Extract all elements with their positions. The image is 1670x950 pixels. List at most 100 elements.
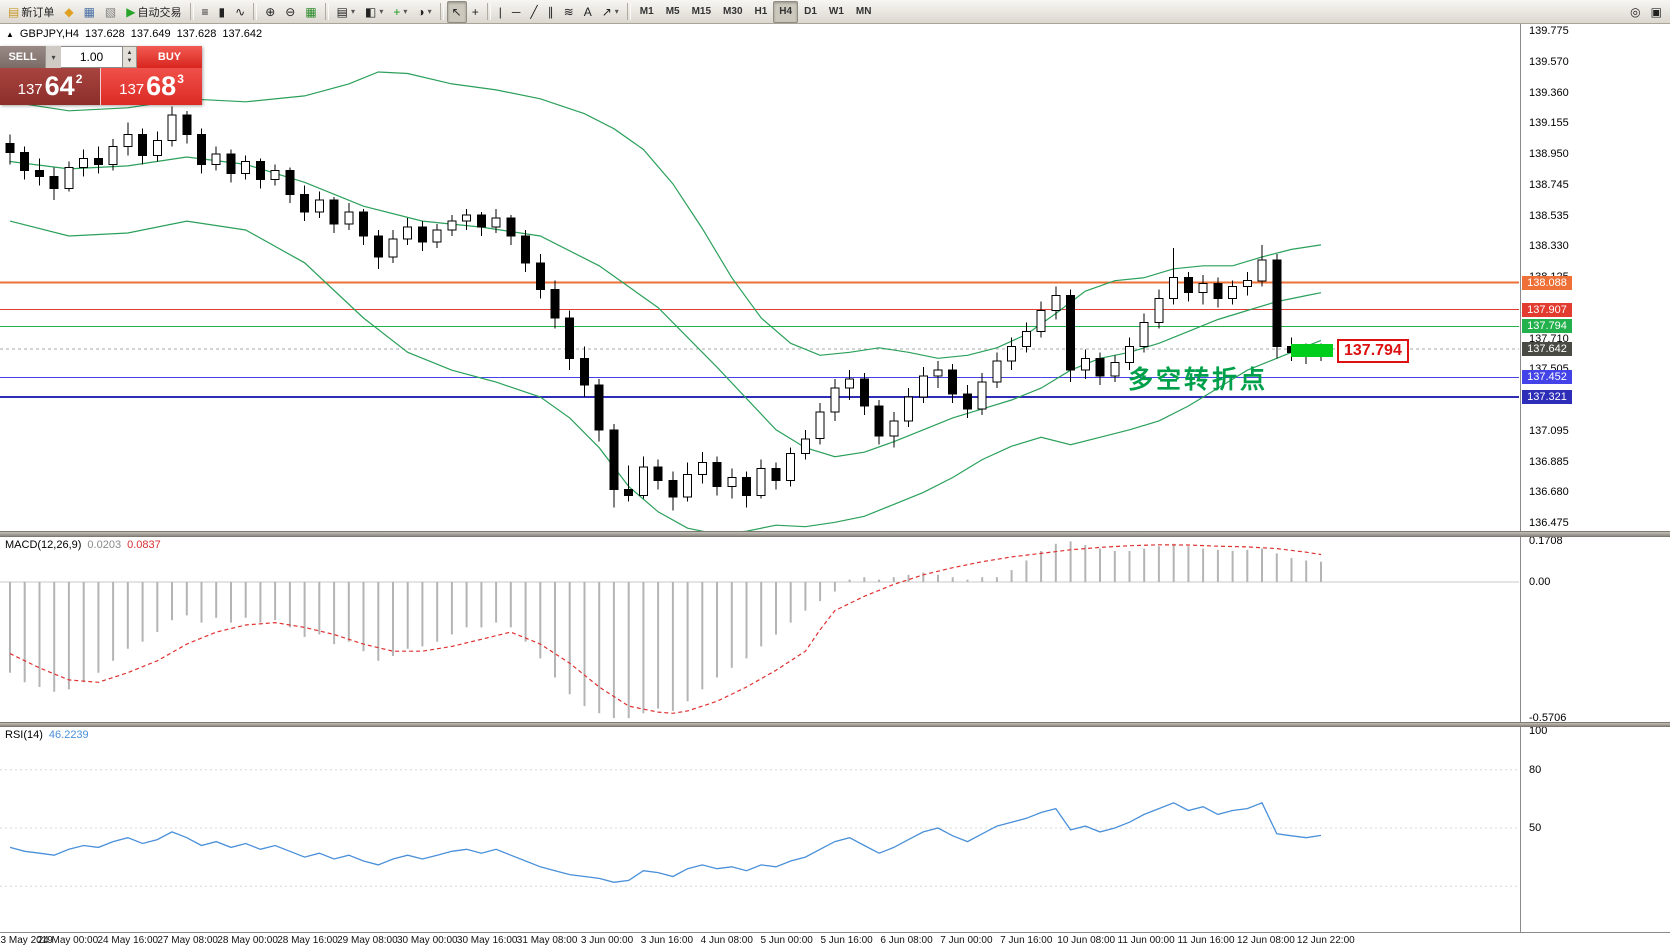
channel-button-icon: ∥ — [547, 4, 554, 19]
announcement-icon-icon: ◆ — [64, 4, 74, 19]
candlestick-chart-type-button-icon: ▮ — [218, 4, 226, 19]
caret-down-icon: ▾ — [427, 7, 432, 16]
time-axis-label: 28 May 00:00 — [217, 935, 278, 946]
caret-down-icon: ▾ — [614, 7, 619, 16]
arrow-tools-button[interactable]: ↗ ▾ — [597, 1, 624, 23]
tile-windows-button-icon: ▦ — [305, 4, 317, 19]
search-button[interactable]: ◎ — [1625, 1, 1645, 23]
macd-label: MACD(12,26,9) 0.0203 0.0837 — [5, 539, 161, 551]
time-axis-label: 3 Jun 00:00 — [580, 935, 634, 946]
price-axis[interactable]: 139.775 139.570 139.360 139.155 138.950 138.7… — [1520, 24, 1670, 932]
macd-indicator-panel[interactable]: MACD(12,26,9) 0.0203 0.0837 — [0, 537, 1520, 722]
channel-button[interactable]: ∥ — [543, 1, 559, 23]
time-axis-label: 6 Jun 08:00 — [880, 935, 933, 946]
time-axis-label: 11 Jun 00:00 — [1117, 935, 1175, 946]
line-chart-type-button-icon: ∿ — [235, 4, 246, 19]
new-order-button[interactable]: ▤ 新订单 — [3, 1, 59, 23]
sell-price-point: 2 — [75, 71, 83, 86]
price-axis-label: 137.095 — [1529, 424, 1569, 437]
rsi-label: RSI(14) 46.2239 — [5, 729, 89, 741]
ohlc-high: 137.649 — [130, 28, 171, 40]
timeframe-m30-button[interactable]: M30 — [723, 6, 743, 17]
tile-windows-button[interactable]: ▦ — [300, 1, 321, 23]
rsi-canvas[interactable] — [0, 727, 1519, 932]
candlestick-chart-type-button[interactable]: ▮ — [214, 1, 231, 23]
line-chart-type-button[interactable]: ∿ — [230, 1, 250, 23]
rsi-value: 46.2239 — [48, 729, 89, 741]
cursor-button[interactable]: ↖ — [446, 0, 467, 23]
candlestick-chart-canvas[interactable] — [0, 24, 1519, 531]
timeframe-m15-button[interactable]: M15 — [691, 6, 712, 17]
buy-price-point: 3 — [177, 71, 184, 86]
timeframe-h1-button[interactable]: H1 — [754, 6, 768, 17]
toolbar-separator — [324, 3, 329, 20]
price-axis-label: 136.680 — [1529, 486, 1569, 499]
ohlc-open: 137.628 — [85, 28, 125, 40]
search-button-icon: ◎ — [1630, 4, 1641, 19]
timeframe-h4-button[interactable]: H4 — [773, 0, 799, 23]
price-level-marker[interactable] — [1291, 344, 1333, 357]
timeframe-d1-button[interactable]: D1 — [804, 6, 817, 17]
zoom-in-button[interactable]: ⊕ — [260, 1, 280, 23]
volume-input[interactable] — [61, 46, 123, 68]
navigator-icon[interactable]: ▧ — [100, 1, 121, 23]
sell-button[interactable]: SELL — [0, 46, 45, 68]
time-axis-label: 11 Jun 16:00 — [1177, 935, 1235, 946]
ohlc-low: 137.628 — [176, 28, 217, 40]
price-callout-label[interactable]: 137.794 — [1337, 339, 1409, 363]
panel-splitter[interactable] — [0, 722, 1670, 727]
indicators-button[interactable]: + ▾ — [388, 1, 412, 23]
zoom-out-button[interactable]: ⊖ — [280, 1, 300, 23]
announcement-icon[interactable]: ◆ — [59, 1, 78, 23]
volume-stepper[interactable]: ▲ ▼ — [123, 46, 137, 68]
market-watch-icon[interactable]: ▦ — [79, 1, 100, 23]
macd-signal-value: 0.0837 — [127, 539, 161, 551]
time-axis-label: 31 May 08:00 — [516, 935, 578, 946]
toolbar-separator — [486, 3, 491, 20]
new-chart-button[interactable]: ▤ ▾ — [332, 1, 360, 23]
bar-chart-type-button[interactable]: ≡ — [197, 1, 214, 23]
main-chart-panel[interactable]: ▲ GBPJPY,H4 137.628 137.649 137.628 137.… — [0, 24, 1520, 531]
time-axis-label: 24 May 16:00 — [97, 935, 159, 946]
crosshair-button-icon: + — [471, 4, 479, 19]
settings-button[interactable]: ▣ — [1646, 1, 1667, 23]
profiles-button[interactable]: ◧ ▾ — [360, 1, 388, 23]
trendline-button[interactable]: ╱ — [525, 1, 542, 23]
buy-price-display[interactable]: 137 68 3 — [101, 68, 202, 105]
buy-button[interactable]: BUY — [137, 46, 202, 68]
chart-text-annotation[interactable]: 多空转折点 — [1128, 367, 1269, 394]
timeframe-m1-button[interactable]: M1 — [639, 6, 654, 17]
time-axis-label: 7 Jun 00:00 — [940, 935, 993, 946]
order-type-dropdown[interactable]: ▾ — [45, 46, 61, 68]
crosshair-button[interactable]: + — [467, 1, 484, 23]
vertical-line-button[interactable]: | — [494, 1, 507, 23]
macd-name: MACD(12,26,9) — [5, 539, 82, 551]
toolbar-separator — [626, 3, 631, 20]
fibonacci-button[interactable]: ≋ — [559, 1, 579, 23]
time-axis[interactable]: 23 May 2019 24 May 00:00 24 May 16:00 27 Ma… — [0, 932, 1670, 950]
macd-scale-label: 0.1708 — [1529, 535, 1563, 548]
timeframe-m5-button[interactable]: M5 — [665, 6, 680, 17]
periods-button[interactable]: ◑ ▾ — [412, 1, 436, 23]
stepper-up-icon: ▲ — [126, 49, 133, 56]
rsi-indicator-panel[interactable]: RSI(14) 46.2239 — [0, 727, 1520, 932]
timeframe-w1-button[interactable]: W1 — [828, 6, 844, 17]
timeframe-mn-button[interactable]: MN — [855, 6, 872, 17]
panel-splitter[interactable] — [0, 531, 1670, 537]
text-label-button[interactable]: A — [579, 1, 597, 23]
horizontal-line-button[interactable]: ─ — [507, 1, 526, 23]
time-axis-label: 3 Jun 16:00 — [640, 935, 694, 946]
rsi-name: RSI(14) — [5, 729, 43, 741]
autotrading-button-icon: ▶ — [126, 4, 136, 19]
price-axis-label: 139.570 — [1529, 55, 1569, 68]
price-axis-label: 138.535 — [1529, 209, 1569, 222]
market-watch-icon-icon: ▦ — [83, 4, 95, 19]
time-axis-label: 12 Jun 22:00 — [1296, 935, 1355, 946]
bar-chart-type-button-icon: ≡ — [201, 4, 209, 19]
autotrading-button[interactable]: ▶ 自动交易 — [121, 1, 186, 23]
time-axis-label: 4 Jun 08:00 — [700, 935, 753, 946]
ohlc-marker-icon: ▲ — [6, 30, 14, 39]
sell-price-display[interactable]: 137 64 2 — [0, 68, 101, 105]
price-axis-label: 138.950 — [1529, 147, 1569, 160]
macd-canvas[interactable] — [0, 537, 1519, 722]
